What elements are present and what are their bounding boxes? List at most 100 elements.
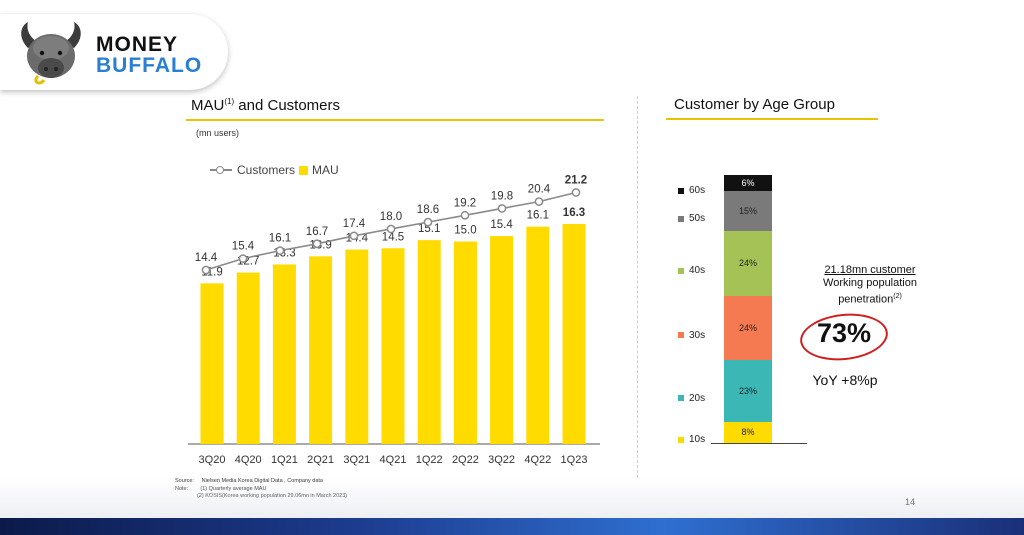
age-legend-item-40s: 40s [678,265,705,276]
mau-bar [381,248,405,444]
mau-value-label: 15.4 [490,219,513,231]
age-legend-item-10s: 10s [678,434,705,445]
brand-line1: MONEY [96,33,179,56]
customers-point [238,254,248,263]
footer-bar [0,518,1024,535]
age-legend-swatch [678,332,684,339]
mau-value-label: 15.1 [418,223,440,235]
age-legend-item-30s: 30s [678,330,705,341]
right-title-rule [666,118,878,120]
mau-bar [490,236,514,444]
x-tick-label: 3Q20 [199,454,226,466]
mau-bar [345,249,369,444]
customers-point [349,231,359,241]
age-legend-label: 40s [689,265,706,277]
customers-legend-swatch [210,165,232,175]
source-notes: Source: Nielsen Media Korea Digital Data… [175,478,347,501]
x-tick-label: 3Q21 [343,454,370,466]
customers-value-label: 14.4 [195,252,218,264]
customers-point [275,246,285,255]
x-tick-label: 3Q22 [488,454,515,466]
penetration-sup: (2) [893,293,902,300]
buffalo-head-icon [21,22,81,85]
age-legend-swatch [678,395,684,402]
unit-label: (mn users) [196,128,240,138]
mau-bar [562,223,586,444]
customers-point [386,224,396,234]
age-segment-60s: 6% [724,175,772,192]
mau-value-label: 14.5 [382,231,404,243]
penetration-callout: 21.18mn customer Working population pene… [790,264,950,307]
mau-value-label: 15.0 [454,225,476,237]
customers-value-label: 16.7 [306,226,328,238]
mau-value-label: 16.3 [563,207,585,219]
customers-point [201,265,211,275]
brand-line2: BUFFALO [96,54,203,77]
customers-point [423,217,433,227]
age-legend-swatch [678,436,684,443]
mau-legend-swatch [299,165,309,175]
customers-legend-label: Customers [237,163,296,177]
note-label: Note: [175,485,189,492]
age-stack-bar: 8% 23% 24% 24% 15% 6% [724,175,772,443]
customers-point [312,239,322,249]
x-tick-label: 2Q21 [307,454,334,466]
mau-legend-label: MAU [312,163,339,177]
customers-value-label: 18.6 [417,204,439,216]
x-tick-label: 1Q22 [416,454,443,466]
age-legend-label: 20s [689,392,706,404]
stack-baseline [711,443,807,444]
note-1: (1) Quarterly average MAU [200,485,267,492]
page-number: 14 [905,497,916,507]
age-segment-10s: 8% [724,421,772,443]
x-tick-label: 4Q20 [235,454,262,466]
left-title-rule [186,119,604,121]
x-tick-label: 1Q23 [561,454,588,466]
mau-bar [200,283,224,444]
right-panel-title: Customer by Age Group [674,96,835,113]
panel-divider [637,96,638,478]
x-tick-label: 1Q21 [271,454,298,466]
source-label: Source: [175,478,194,484]
customers-value-label: 20.4 [528,184,551,196]
x-tick-label: 2Q22 [452,454,479,466]
age-legend-swatch [678,187,684,194]
age-legend-label: 60s [689,185,706,197]
yoy-change: YoY +8%p [812,372,878,388]
customer-count-text: 21.18mn customer [824,264,916,276]
age-legend-item-60s: 60s [678,185,705,196]
customers-value-label: 21.2 [565,174,587,186]
customers-value-label: 15.4 [232,241,255,253]
age-legend-item-20s: 20s [678,393,705,404]
note-2: (2) KOSIS(Korea working population 29.06… [197,493,348,499]
working-population-text: Working population [823,277,917,289]
customers-point [497,204,507,213]
age-segment-20s: 23% [724,359,772,422]
mau-value-label: 16.1 [527,210,549,222]
mau-bar [417,240,441,444]
mau-bar [453,241,477,444]
mau-bar [236,272,260,444]
customers-point [534,197,544,206]
age-segment-40s: 24% [724,231,772,296]
age-segment-30s: 24% [724,295,772,360]
chart-legend: Customers MAU [210,163,339,177]
brand-logo-card: MONEY BUFFALO [0,14,228,90]
mau-bar [526,226,550,444]
age-legend-label: 30s [689,329,706,341]
age-legend-swatch [678,267,684,274]
mau-bar [272,264,296,444]
customers-point [571,188,581,197]
age-segment-50s: 15% [724,191,772,232]
age-legend-item-50s: 50s [678,213,705,224]
mau-bar [309,256,333,444]
customers-value-label: 16.1 [269,233,291,245]
age-legend-label: 10s [689,434,706,446]
age-legend-swatch [678,215,684,222]
customers-point [460,210,470,220]
customers-value-label: 18.0 [380,211,402,223]
customers-value-label: 19.2 [454,197,476,209]
source-text: Nielsen Media Korea Digital Data , Compa… [201,478,323,484]
customers-value-label: 19.8 [491,190,513,202]
